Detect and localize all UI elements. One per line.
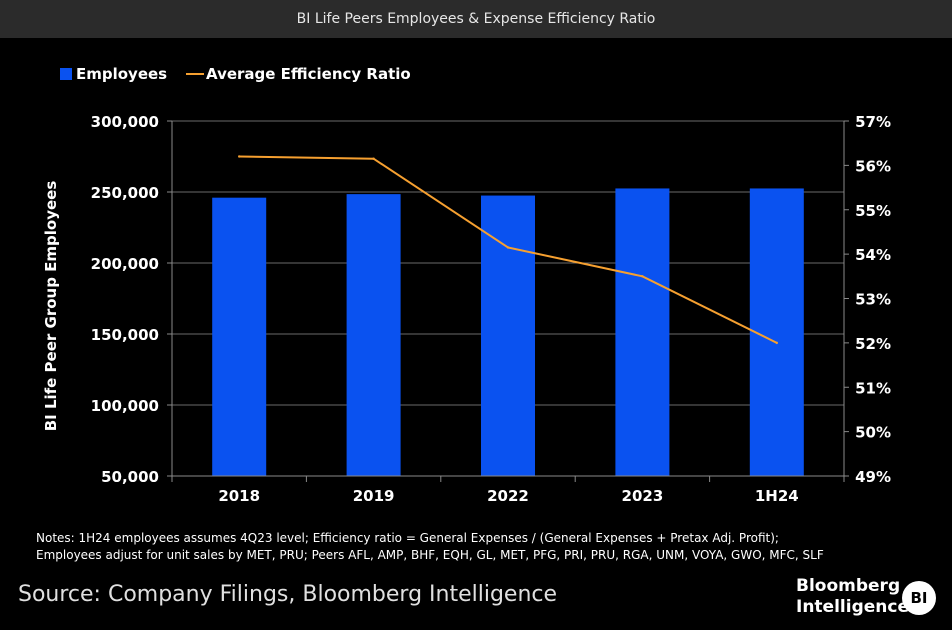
y-right-tick-label: 57% bbox=[855, 113, 891, 131]
y-right-tick-label: 50% bbox=[855, 424, 891, 442]
y-axis-right: 49% 50% 51% 52% 53% 54% 55% 56% 57% bbox=[844, 113, 891, 486]
employee-bars bbox=[212, 188, 804, 477]
brand-name-line-2: Intelligence bbox=[796, 597, 909, 617]
employee-bar bbox=[346, 194, 401, 476]
notes-line-1: Notes: 1H24 employees assumes 4Q23 level… bbox=[36, 531, 779, 545]
employee-bar bbox=[615, 188, 670, 476]
y-right-tick-label: 54% bbox=[855, 246, 891, 264]
efficiency-ratio-point bbox=[238, 155, 241, 158]
y-axis-left-title: BI Life Peer Group Employees bbox=[42, 181, 60, 432]
y-right-tick-label: 49% bbox=[855, 468, 891, 486]
y-right-tick-label: 55% bbox=[855, 202, 891, 220]
employee-bar bbox=[481, 195, 535, 477]
x-tick-label: 2018 bbox=[218, 487, 260, 505]
efficiency-ratio-point bbox=[775, 341, 778, 345]
employee-bar bbox=[212, 197, 267, 476]
bi-logo-icon: BI bbox=[902, 581, 936, 615]
y-right-tick-label: 51% bbox=[855, 379, 891, 397]
y-left-tick-label: 150,000 bbox=[91, 326, 159, 344]
brand-block: Bloomberg Intelligence BI bbox=[796, 576, 946, 624]
x-axis: 2018 2019 2022 2023 1H24 bbox=[171, 121, 845, 505]
legend: Employees Average Efficiency Ratio bbox=[60, 65, 411, 83]
legend-efficiency-label: Average Efficiency Ratio bbox=[206, 65, 411, 83]
y-left-tick-label: 100,000 bbox=[91, 397, 159, 415]
employee-bar bbox=[749, 188, 804, 476]
source-credit: Source: Company Filings, Bloomberg Intel… bbox=[18, 582, 558, 607]
efficiency-ratio-line bbox=[238, 155, 778, 345]
y-axis-left: 50,000 100,000 150,000 200,000 250,000 300,00… bbox=[91, 113, 172, 486]
y-left-tick-label: 50,000 bbox=[101, 468, 159, 486]
legend-employees-label: Employees bbox=[76, 65, 167, 83]
x-tick-label: 2019 bbox=[353, 487, 395, 505]
x-tick-label: 2023 bbox=[622, 487, 664, 505]
y-right-tick-label: 52% bbox=[855, 335, 891, 353]
notes-line-2: Employees adjust for unit sales by MET, … bbox=[36, 548, 824, 562]
x-tick-label: 1H24 bbox=[755, 487, 799, 505]
efficiency-ratio-point bbox=[641, 275, 644, 278]
brand-name-line-1: Bloomberg bbox=[796, 576, 901, 596]
x-tick-label: 2022 bbox=[487, 487, 529, 505]
chart-notes: Notes: 1H24 employees assumes 4Q23 level… bbox=[36, 530, 936, 564]
chart-window-title: BI Life Peers Employees & Expense Effici… bbox=[0, 0, 952, 38]
y-right-tick-label: 53% bbox=[855, 291, 891, 309]
efficiency-ratio-point bbox=[372, 157, 375, 160]
y-right-tick-label: 56% bbox=[855, 157, 891, 175]
legend-employees-swatch bbox=[60, 68, 72, 80]
efficiency-ratio-point bbox=[506, 246, 510, 249]
y-left-tick-label: 250,000 bbox=[91, 184, 159, 202]
chart: Employees Average Efficiency Ratio 50,00… bbox=[6, 52, 946, 530]
brand-name: Bloomberg Intelligence bbox=[796, 576, 909, 618]
y-left-tick-label: 300,000 bbox=[91, 113, 159, 131]
y-left-tick-label: 200,000 bbox=[91, 255, 159, 273]
